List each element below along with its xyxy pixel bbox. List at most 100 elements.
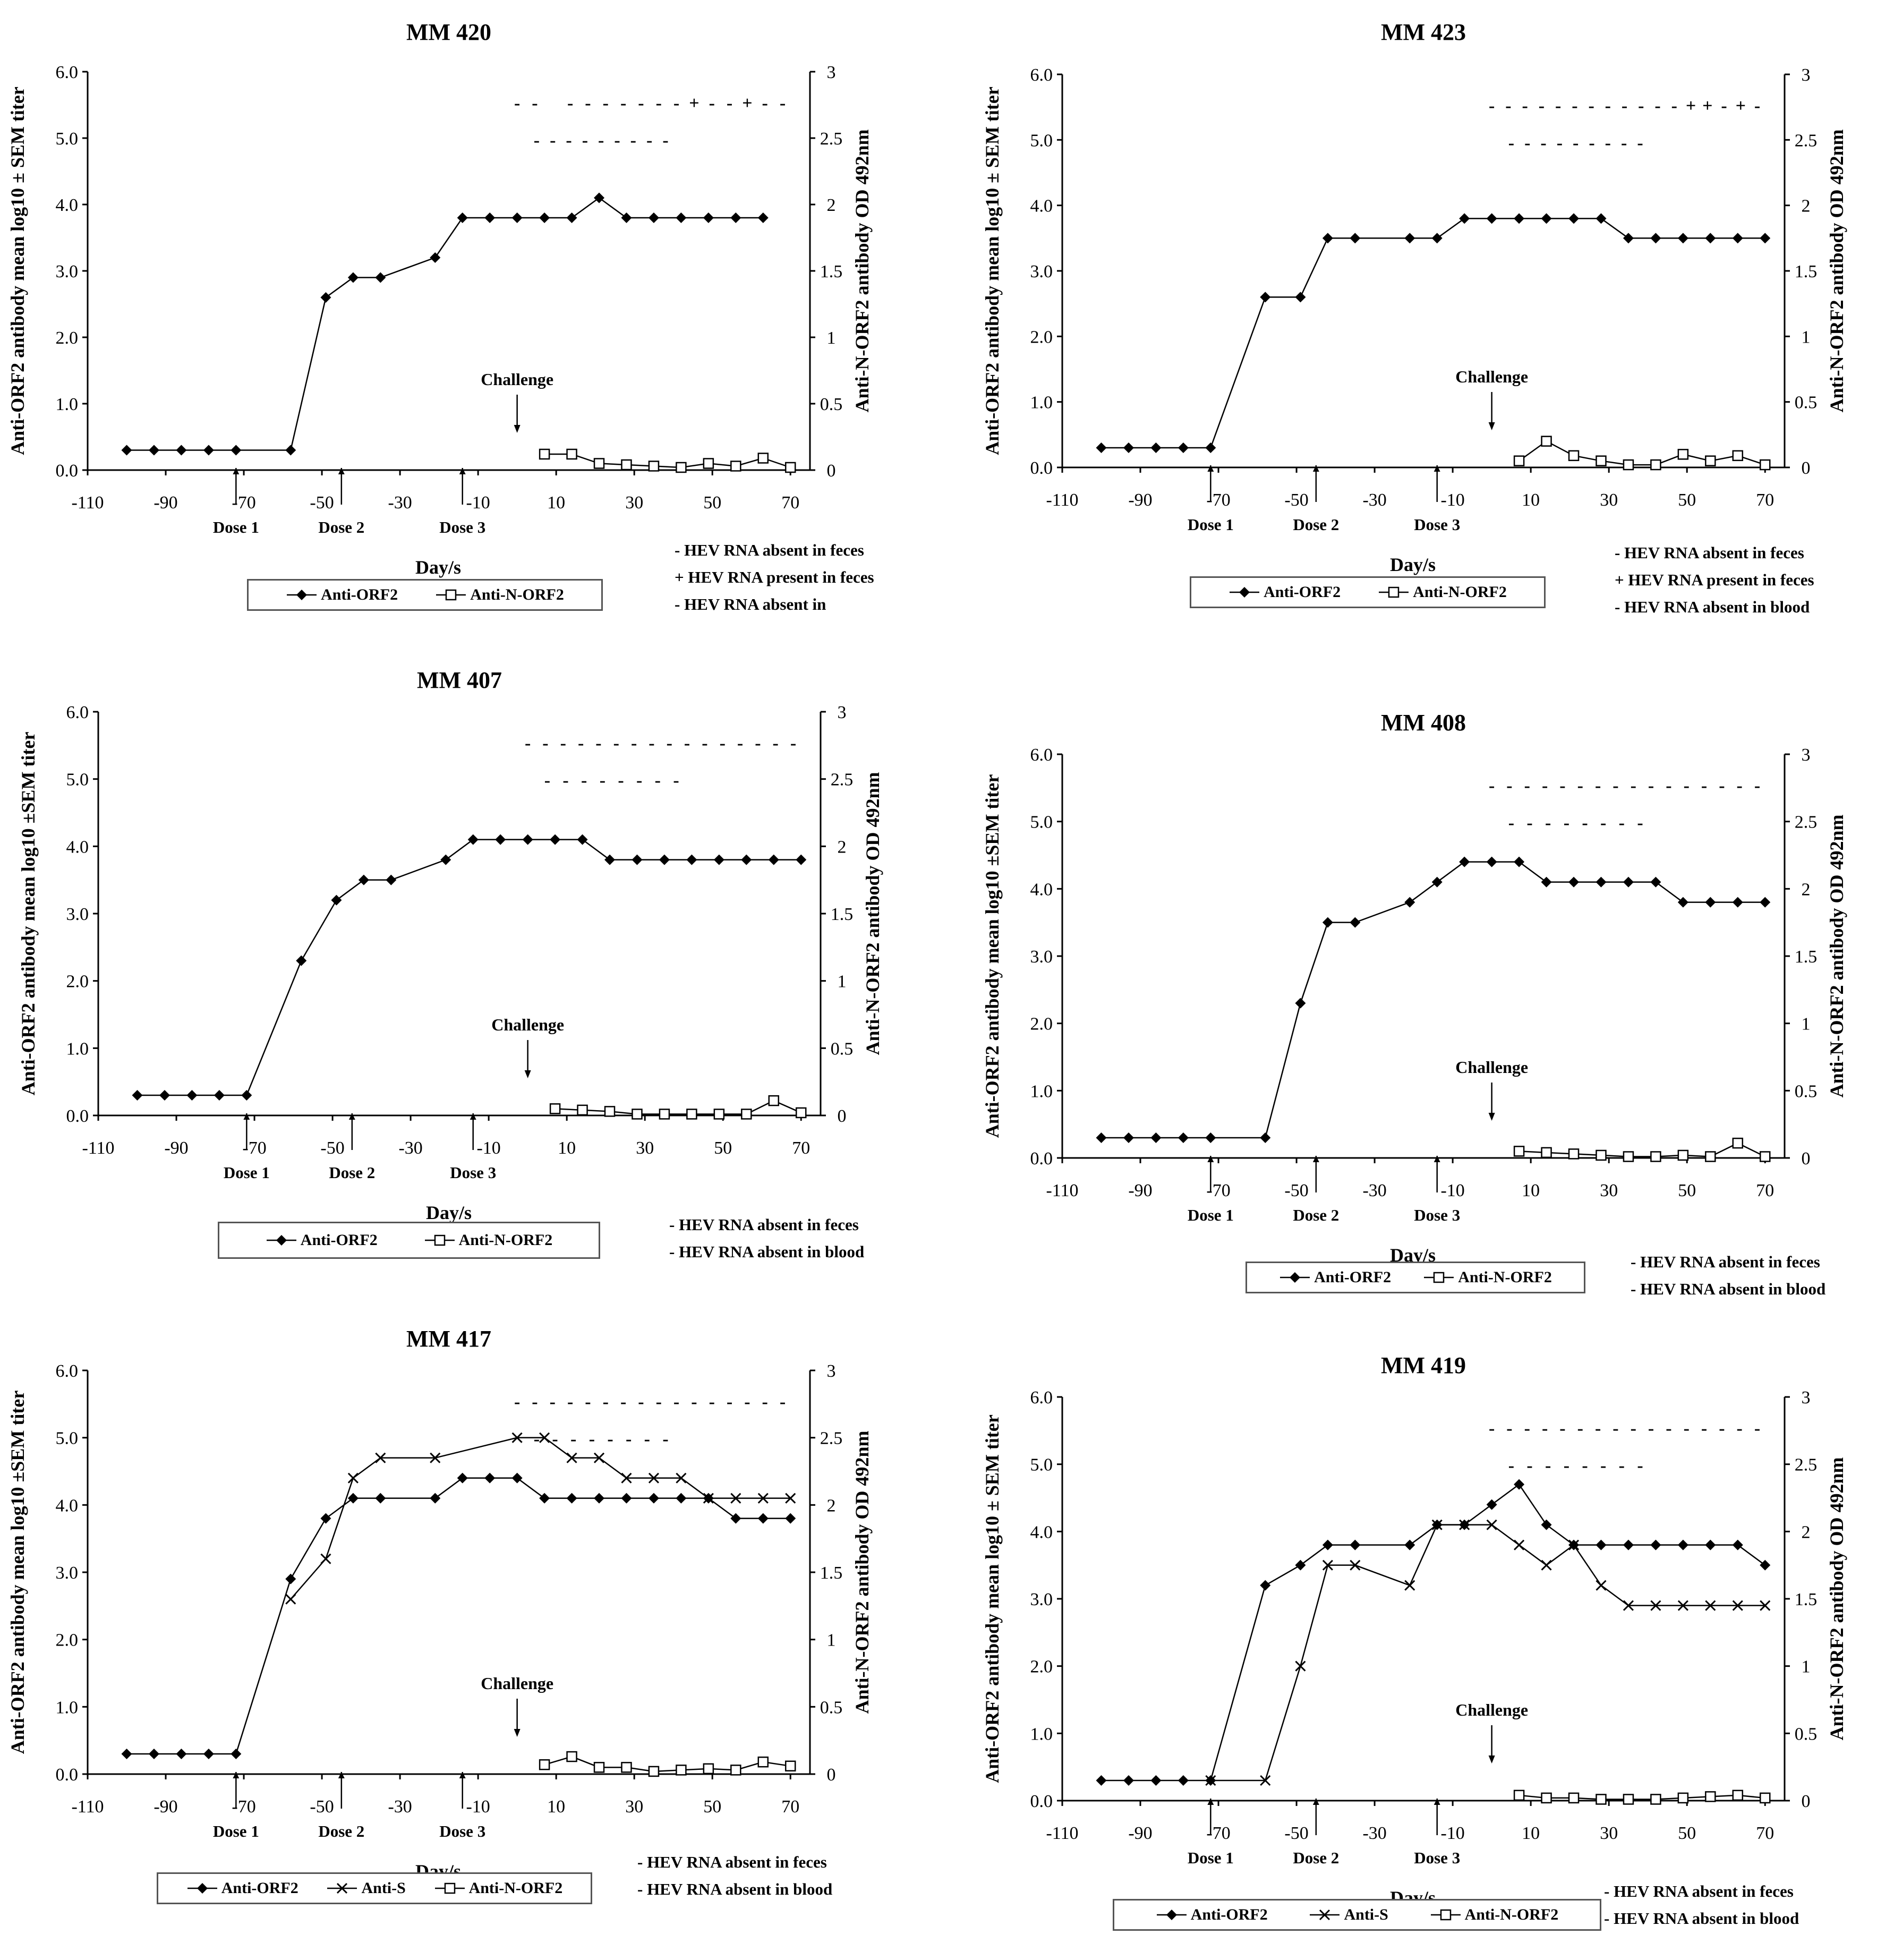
data-point [713,1109,725,1120]
legend-swatch [1280,1272,1310,1283]
blood-rna-mark: - [1508,1456,1514,1476]
chart-title: MM 419 [1381,1352,1466,1378]
series-anti-orf2 [1096,856,1771,1143]
data-point [347,272,359,283]
data-point [1650,1600,1661,1611]
data-point [511,212,523,223]
feces-rna-mark: - [638,93,644,113]
x-tick-label: 10 [1522,1823,1540,1843]
series-line [555,1100,801,1115]
x-tick-label: 70 [781,493,799,513]
feces-rna-mark: - [1524,776,1530,796]
feces-rna-mark: - [1638,96,1644,116]
data-point [1514,213,1525,224]
x-tick-label: -110 [71,1797,104,1817]
legend-marker [1319,1909,1330,1921]
data-point [1178,442,1189,453]
left-tick-label: 2.0 [56,328,79,348]
data-point [1568,1148,1580,1160]
right-tick-label: 2 [838,837,847,857]
x-tick-label: 30 [1600,1181,1618,1200]
feces-rna-mark: - [1542,1419,1548,1438]
feces-rna-mark: - [595,734,601,753]
left-tick-label: 0.0 [66,1106,89,1126]
legend-swatch [434,1882,465,1894]
right-tick-label: 1 [827,328,836,348]
x-tick-label: 30 [1600,1823,1618,1843]
chart-svg: MM 423 0.0 1.0 2.0 3.0 4.0 5.0 6.0 0 0.5 1 1.5 2 2.5 3… [982,19,1847,575]
x-tick-label: 30 [625,1797,643,1817]
data-point [1541,876,1552,888]
data-point [1459,213,1470,224]
right-tick-label: 0.5 [831,1039,854,1059]
data-point [566,1452,577,1463]
data-point [1404,897,1415,908]
data-point [550,834,561,845]
feces-rna-mark: - [532,1392,538,1412]
note-line: - HEV RNA absent in feces [1631,1252,1820,1271]
data-point [1205,1775,1216,1786]
note-line: + HEV RNA present in feces [1615,570,1814,589]
x-tick-label: 30 [625,493,643,513]
right-tick-label: 1.5 [831,905,854,924]
data-point [621,1472,632,1484]
legend-marker [1290,1272,1301,1283]
x-tick-label: -50 [310,1797,334,1817]
feces-rna-mark: - [1684,1419,1690,1438]
blood-rna-mark: - [589,1429,595,1449]
data-point [757,1493,769,1504]
data-point [713,854,724,865]
x-axis-label: Day/s [1390,554,1436,575]
legend-item: Anti-ORF2 [1279,1268,1391,1286]
data-point [1568,876,1580,888]
legend-swatch [1230,587,1260,598]
blood-rna-mark: - [626,1429,632,1449]
data-point [676,212,687,223]
data-point [784,1760,796,1772]
note-line: - HEV RNA absent in blood [1615,598,1810,616]
legend-swatch [1424,1272,1454,1283]
data-point [1760,1560,1771,1571]
right-tick-label: 1 [1802,327,1811,347]
hev-rna-notes: - HEV RNA absent in feces - HEV RNA absen… [637,1848,832,1903]
data-point [1541,1792,1552,1804]
data-point [1295,1560,1306,1571]
blood-rna-mark: - [600,771,605,790]
legend-label: Anti-N-ORF2 [468,1879,563,1897]
data-point [1732,1539,1743,1550]
x-tick-label: -90 [1128,1181,1152,1200]
right-tick-label: 1.5 [1795,1590,1818,1609]
feces-rna-mark: - [585,1392,591,1412]
left-tick-label: 4.0 [56,1496,79,1515]
right-tick-label: 1 [838,972,847,992]
feces-rna-mark: - [1737,776,1743,796]
feces-rna-mark: - [780,93,786,113]
data-point [331,894,342,906]
data-point [676,1765,687,1776]
blood-rna-mark: - [1526,813,1532,833]
data-point [1623,1794,1634,1805]
chart-title: MM 423 [1381,19,1466,45]
x-tick-label: -50 [310,493,334,513]
blood-rna-mark: - [1557,133,1563,153]
x-tick-label: -90 [153,493,177,513]
legend-swatch [287,590,317,600]
data-point [757,1756,769,1768]
data-point [632,854,643,865]
right-tick-label: 2 [827,195,836,215]
data-point [1123,1775,1134,1786]
data-point [676,1472,687,1484]
legend-label: Anti-ORF2 [221,1879,298,1897]
x-tick-label: -90 [164,1138,188,1158]
series-anti-orf2 [1096,213,1771,453]
note-line: + HEV RNA present in feces [675,568,874,586]
challenge-arrow-head [514,1729,521,1737]
left-tick-label: 0.0 [56,1765,79,1785]
x-tick-label: 70 [781,1797,799,1817]
note-line: - HEV RNA absent in blood [1604,1909,1799,1928]
data-point [768,854,779,865]
data-point [522,834,533,845]
legend-marker [1433,1272,1445,1283]
legend: Anti-ORF2 Anti-N-ORF2 [247,579,603,611]
data-point [296,955,307,966]
